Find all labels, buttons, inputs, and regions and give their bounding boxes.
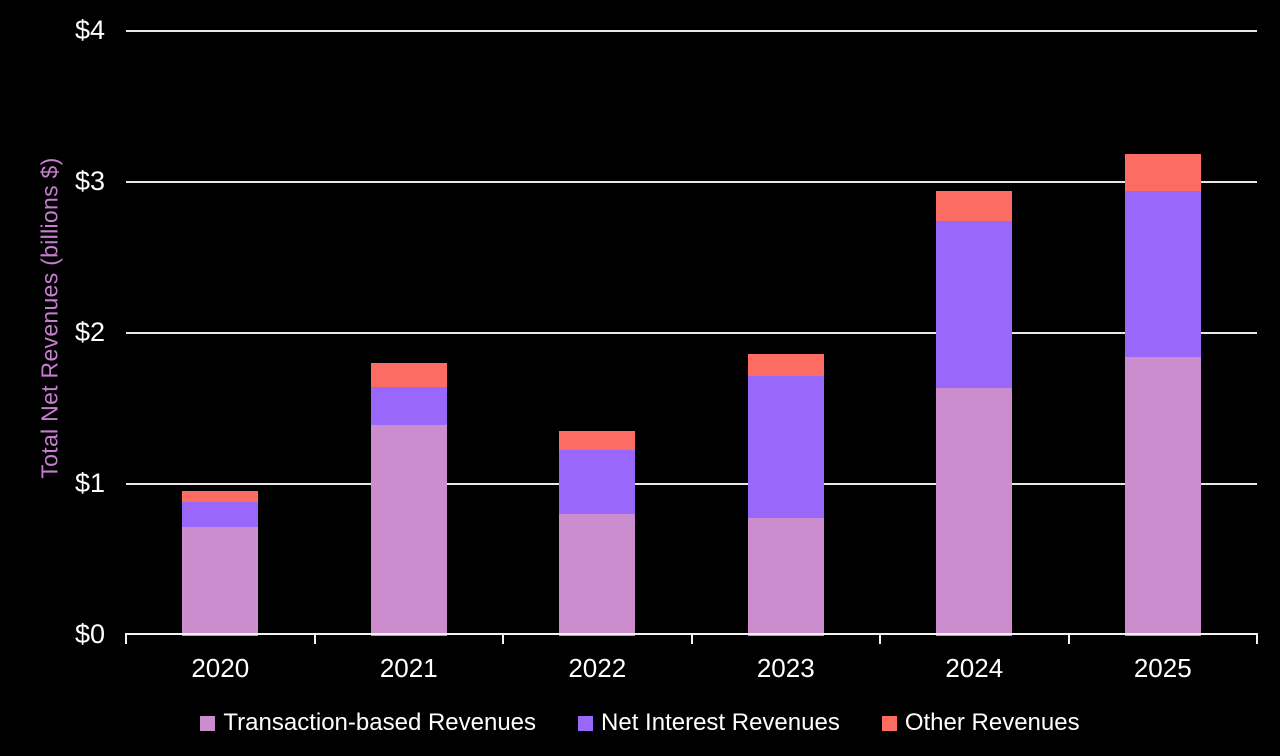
y-tick-label-3: $3 bbox=[74, 166, 105, 196]
gridline-2 bbox=[126, 332, 1257, 334]
bar-2022-other bbox=[559, 430, 636, 451]
x-axis-tick bbox=[1256, 633, 1258, 644]
x-axis-tick bbox=[502, 633, 504, 644]
legend-swatch-icon bbox=[578, 715, 594, 731]
bar-2024-transaction-based bbox=[936, 388, 1013, 636]
x-tick-label-2025: 2025 bbox=[1133, 653, 1192, 683]
bar-2020-other bbox=[182, 491, 259, 502]
bar-2023-other bbox=[747, 353, 824, 377]
bar-2021-other bbox=[370, 362, 447, 387]
x-axis-tick bbox=[879, 633, 881, 644]
x-axis-tick bbox=[1067, 633, 1070, 644]
x-tick-label-2021: 2021 bbox=[379, 653, 438, 683]
legend-item-transaction-based: Transaction-based Revenues bbox=[200, 708, 536, 738]
x-tick-label-2020: 2020 bbox=[191, 653, 250, 683]
y-tick-label-4: $4 bbox=[74, 15, 105, 45]
x-tick-label-2022: 2022 bbox=[568, 653, 627, 683]
y-tick-label-0: $0 bbox=[74, 619, 105, 649]
x-tick-label-2023: 2023 bbox=[756, 653, 815, 683]
bar-2025-other bbox=[1124, 154, 1201, 191]
legend-label: Transaction-based Revenues bbox=[223, 709, 537, 736]
y-tick-label-2: $2 bbox=[74, 317, 105, 347]
bar-2023-net bbox=[747, 376, 824, 519]
bar-2022-net bbox=[559, 450, 636, 514]
x-axis-tick bbox=[313, 633, 316, 644]
legend-label: Net Interest Revenues bbox=[601, 709, 840, 736]
legend-swatch-icon bbox=[200, 715, 216, 731]
bar-2025-net bbox=[1124, 190, 1201, 357]
legend-label: Other Revenues bbox=[904, 709, 1080, 736]
bar-2025-transaction-based bbox=[1124, 356, 1201, 636]
legend: Transaction-based Revenues Net Interest R… bbox=[0, 708, 1280, 738]
y-tick-label-1: $1 bbox=[74, 468, 105, 498]
bar-2021-transaction-based bbox=[370, 424, 447, 636]
gridline-3 bbox=[126, 181, 1257, 183]
bar-2024-net bbox=[936, 220, 1013, 389]
gridline-1 bbox=[126, 483, 1257, 485]
x-axis-tick bbox=[690, 633, 693, 644]
gridline-4 bbox=[126, 30, 1257, 32]
bar-2021-net bbox=[370, 386, 447, 425]
legend-item-net: Net Interest Revenues bbox=[578, 708, 840, 738]
legend-item-other: Other Revenues bbox=[881, 708, 1080, 738]
legend-swatch-icon bbox=[881, 715, 897, 731]
x-axis-tick bbox=[125, 633, 127, 644]
bar-2023-transaction-based bbox=[747, 518, 824, 636]
bar-2024-other bbox=[936, 190, 1013, 221]
bar-2022-transaction-based bbox=[559, 513, 636, 636]
bar-2020-net bbox=[182, 501, 259, 528]
bar-2020-transaction-based bbox=[182, 527, 259, 636]
x-tick-label-2024: 2024 bbox=[945, 653, 1004, 683]
